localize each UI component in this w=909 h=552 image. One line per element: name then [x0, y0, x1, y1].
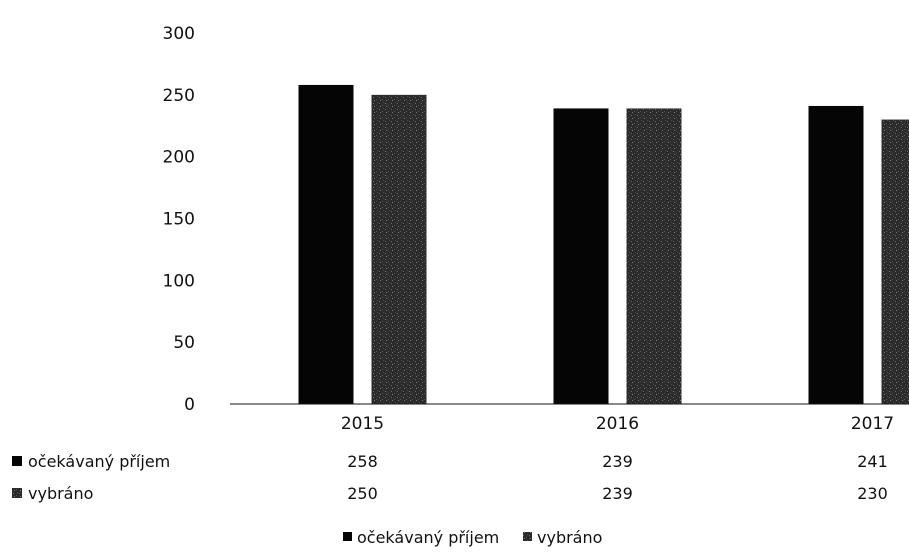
y-tick-label: 100	[163, 271, 195, 291]
legend-label: očekávaný příjem	[357, 528, 499, 547]
table-row-label: vybráno	[28, 484, 93, 503]
x-tick-label: 2015	[341, 414, 384, 434]
x-tick-label: 2016	[596, 414, 639, 434]
table-legend-marker	[12, 456, 22, 466]
table-legend-marker	[12, 488, 22, 498]
table-cell: 230	[857, 484, 888, 503]
bars	[298, 84, 909, 405]
bar-ocekavany-prijem-2017	[808, 105, 864, 405]
x-tick-label: 2017	[851, 414, 894, 434]
y-tick-label: 300	[163, 24, 195, 44]
bar-ocekavany-prijem-2015	[298, 84, 354, 404]
bar-vybrano-2017	[881, 119, 909, 405]
legend-marker	[523, 532, 532, 541]
table-cell: 250	[347, 484, 378, 503]
table-cell: 239	[602, 484, 633, 503]
legend-label: vybráno	[537, 528, 602, 547]
data-table: očekávaný příjem 258 239 241 vybráno 250 239 23…	[12, 452, 888, 503]
y-tick-label: 50	[173, 333, 195, 353]
y-tick-label: 150	[163, 210, 195, 230]
table-cell: 239	[602, 452, 633, 471]
y-tick-label: 200	[163, 148, 195, 168]
x-axis-categories: 2015 2016 2017	[341, 414, 894, 434]
y-tick-label: 0	[184, 395, 195, 415]
bar-vybrano-2016	[626, 108, 682, 404]
legend-marker	[343, 532, 352, 541]
y-tick-label: 250	[163, 86, 195, 106]
y-axis: 0 50 100 150 200 250 300	[163, 24, 195, 415]
bar-ocekavany-prijem-2016	[553, 108, 609, 404]
table-cell: 258	[347, 452, 378, 471]
legend: očekávaný příjem vybráno	[343, 528, 602, 547]
bar-vybrano-2015	[371, 94, 427, 404]
table-cell: 241	[857, 452, 888, 471]
table-row-label: očekávaný příjem	[28, 452, 170, 471]
